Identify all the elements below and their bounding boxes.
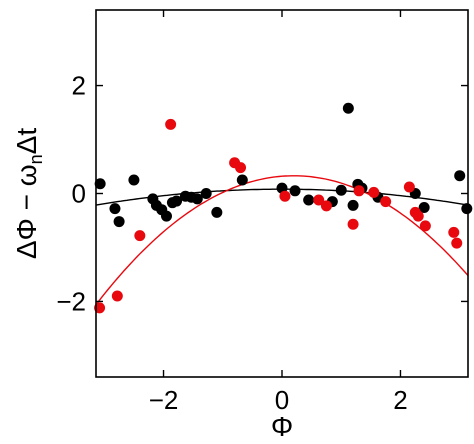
data-points <box>94 102 473 314</box>
y-axis-label-tail: Δt <box>11 128 42 155</box>
red-data-point <box>320 200 332 212</box>
black-data-point <box>303 194 315 206</box>
black-data-point <box>347 199 359 211</box>
black-data-point <box>191 193 203 205</box>
red-data-point <box>111 290 123 302</box>
red-data-point <box>412 210 424 222</box>
red-data-point <box>448 226 460 238</box>
black-data-point <box>454 170 466 182</box>
red-fit-curve <box>95 175 469 306</box>
red-data-point <box>313 194 325 206</box>
tick-labels: −2 0 2 −2 0 2 <box>56 71 407 415</box>
black-data-point <box>200 188 212 199</box>
red-data-point <box>403 181 415 193</box>
black-data-point <box>211 206 223 218</box>
y-tick-label: −2 <box>56 286 86 316</box>
red-data-point <box>235 162 247 174</box>
red-data-point <box>368 186 380 198</box>
x-axis-label: Φ <box>271 411 293 442</box>
black-data-point <box>236 174 248 186</box>
red-data-point <box>451 237 463 249</box>
black-data-point <box>289 185 301 197</box>
axis-ticks <box>96 10 468 377</box>
red-data-point <box>419 220 431 232</box>
y-axis-label: ΔΦ − ωnΔt <box>11 128 46 260</box>
red-data-point <box>94 302 106 314</box>
red-data-point <box>134 230 146 242</box>
y-axis-label-subscript: n <box>26 154 46 164</box>
black-data-point <box>109 203 121 215</box>
y-axis-label-main: ΔΦ − ω <box>11 164 42 259</box>
red-data-point <box>380 196 392 208</box>
black-data-point <box>342 102 354 114</box>
red-data-point <box>279 190 291 202</box>
black-data-point <box>94 178 106 190</box>
black-data-point <box>418 202 430 214</box>
y-tick-label: 2 <box>72 71 86 101</box>
black-data-point <box>461 203 473 215</box>
x-tick-label: −2 <box>149 385 179 415</box>
red-data-point <box>353 185 365 197</box>
red-data-point <box>347 218 359 230</box>
y-tick-label: 0 <box>72 179 86 209</box>
x-tick-label: 2 <box>393 385 407 415</box>
black-data-point <box>113 216 125 228</box>
red-data-point <box>165 118 177 130</box>
black-data-point <box>128 174 140 186</box>
black-data-point <box>335 184 347 196</box>
x-tick-label: 0 <box>275 385 289 415</box>
black-data-point <box>160 210 172 222</box>
black-data-point <box>171 195 183 207</box>
